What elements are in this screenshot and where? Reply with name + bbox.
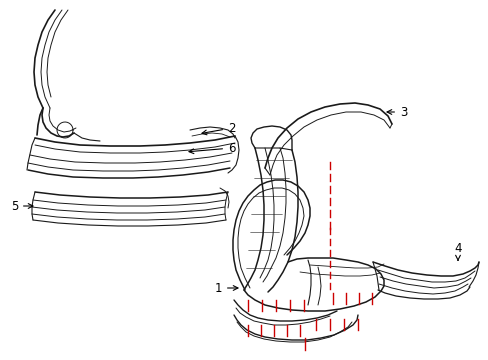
Text: 2: 2	[202, 122, 235, 135]
Text: 6: 6	[189, 141, 235, 154]
Text: 1: 1	[214, 282, 238, 294]
Text: 5: 5	[11, 199, 33, 212]
Text: 4: 4	[453, 242, 461, 260]
Text: 3: 3	[386, 105, 407, 118]
